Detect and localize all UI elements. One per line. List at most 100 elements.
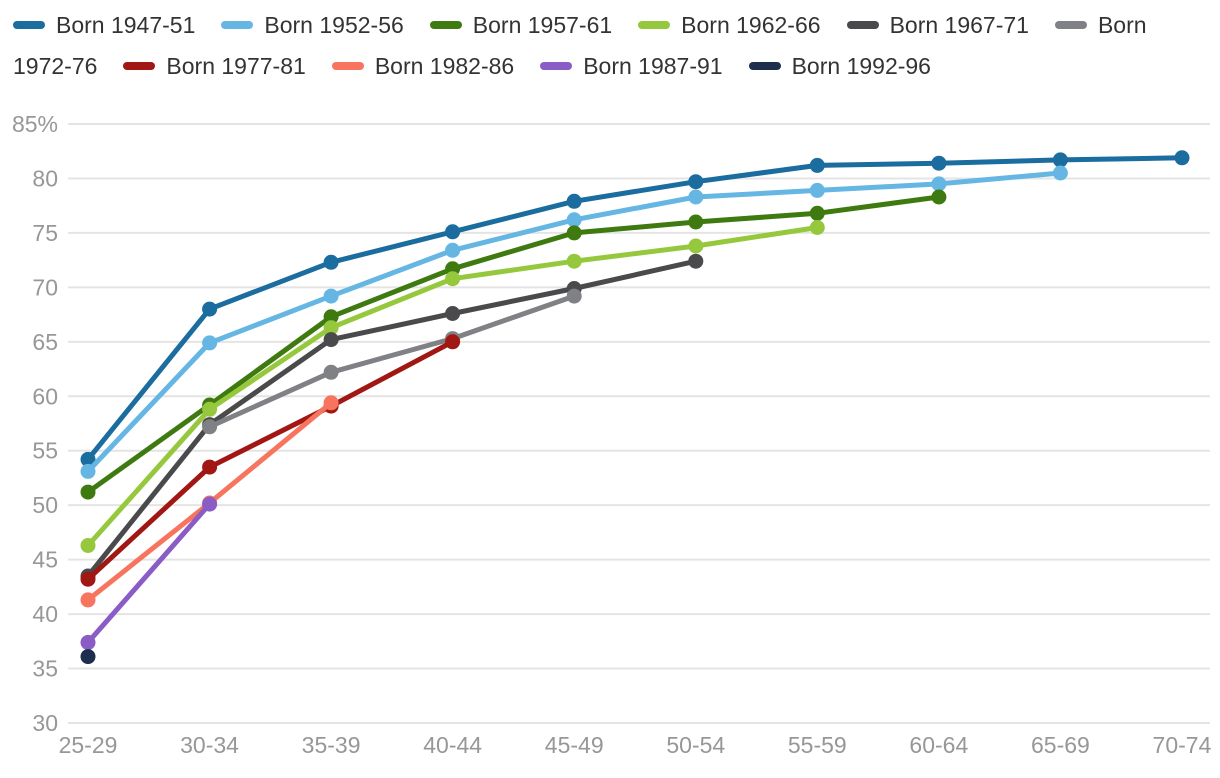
legend-swatch-icon xyxy=(540,62,573,70)
legend-item-label: Born 1982-86 xyxy=(374,53,515,79)
series-line-born-1977-81 xyxy=(85,339,456,582)
data-point-born-1977-81 xyxy=(80,571,96,587)
data-point-born-1977-81 xyxy=(445,334,461,350)
legend-swatch-icon xyxy=(13,21,45,29)
x-tick-label: 40-44 xyxy=(423,732,482,758)
data-point-born-1947-51 xyxy=(566,193,582,209)
data-point-born-1957-61 xyxy=(809,205,825,221)
data-point-born-1962-66 xyxy=(80,538,96,553)
data-point-born-1952-56 xyxy=(566,212,582,228)
data-point-born-1972-76 xyxy=(202,419,218,435)
legend-swatch-icon xyxy=(748,62,781,70)
legend-item-label: Born xyxy=(1097,12,1147,38)
legend-item: Born 1952-56 xyxy=(221,10,404,40)
data-point-born-1962-66 xyxy=(809,220,825,235)
data-point-born-1962-66 xyxy=(202,401,218,417)
legend-item: Born xyxy=(1054,10,1147,40)
data-point-born-1972-76 xyxy=(323,364,339,380)
data-point-born-1972-76 xyxy=(566,288,582,304)
legend-swatch-icon xyxy=(638,21,671,29)
legend-item-label: Born 1957-61 xyxy=(472,12,613,38)
series-line-born-1957-61 xyxy=(85,194,942,495)
legend-swatch-icon xyxy=(123,62,156,70)
data-point-born-1982-86 xyxy=(80,592,96,608)
x-tick-label: 30-34 xyxy=(180,732,239,758)
legend-swatch-icon xyxy=(331,62,364,70)
series-line-born-1987-91 xyxy=(85,501,213,645)
series-line-born-1972-76 xyxy=(207,293,577,430)
legend-item-label: 1972-76 xyxy=(13,53,98,79)
legend-swatch-icon xyxy=(429,21,462,29)
legend: Born 1947-51 Born 1952-56 Born 1957-61 Born… xyxy=(13,10,1213,92)
legend-item: Born 1947-51 xyxy=(13,10,195,40)
data-point-born-1952-56 xyxy=(931,176,947,192)
legend-item: Born 1967-71 xyxy=(846,10,1029,40)
data-point-born-1947-51 xyxy=(445,224,461,240)
y-tick-label: 75 xyxy=(32,220,58,246)
legend-item-label: Born 1967-71 xyxy=(889,12,1029,38)
data-point-born-1947-51 xyxy=(323,254,339,270)
data-point-born-1947-51 xyxy=(202,301,218,317)
x-tick-label: 65-69 xyxy=(1031,732,1090,758)
x-tick-label: 55-59 xyxy=(788,732,847,758)
data-point-born-1947-51 xyxy=(80,451,96,467)
legend-swatch-icon xyxy=(1054,21,1087,29)
x-tick-label: 70-74 xyxy=(1153,732,1212,758)
series-line-born-1967-71 xyxy=(85,258,699,579)
series-line-born-1947-51 xyxy=(85,155,1185,462)
data-point-born-1957-61 xyxy=(323,309,339,325)
legend-item: Born 1982-86 xyxy=(331,51,515,81)
data-point-born-1947-51 xyxy=(809,157,825,173)
legend-item-label: Born 1977-81 xyxy=(166,53,306,79)
y-tick-label: 45 xyxy=(32,547,58,573)
legend-item-label: Born 1947-51 xyxy=(56,12,196,38)
legend-item-label: Born 1987-91 xyxy=(583,53,723,79)
data-point-born-1962-66 xyxy=(323,320,339,336)
data-point-born-1967-71 xyxy=(445,306,461,321)
data-point-born-1987-91 xyxy=(202,496,218,512)
y-tick-label: 35 xyxy=(32,656,58,682)
data-point-born-1992-96 xyxy=(80,649,96,665)
y-tick-label: 65 xyxy=(32,329,58,355)
data-point-born-1952-56 xyxy=(809,182,825,198)
legend-swatch-icon xyxy=(846,21,879,29)
x-tick-label: 60-64 xyxy=(909,732,968,758)
data-point-born-1977-81 xyxy=(202,459,218,475)
data-point-born-1952-56 xyxy=(202,335,218,351)
data-point-born-1952-56 xyxy=(1052,165,1068,181)
data-point-born-1957-61 xyxy=(80,484,96,500)
y-tick-label: 85% xyxy=(12,111,58,137)
x-tick-label: 45-49 xyxy=(545,732,604,758)
data-point-born-1982-86 xyxy=(323,395,339,411)
data-point-born-1952-56 xyxy=(688,189,704,205)
data-point-born-1957-61 xyxy=(688,214,704,230)
data-point-born-1952-56 xyxy=(80,463,96,479)
legend-row-2: 1972-76 Born 1977-81 Born 1982-86 Born 1987… xyxy=(13,51,1213,81)
legend-item: Born 1977-81 xyxy=(123,51,306,81)
y-tick-label: 30 xyxy=(32,710,58,736)
legend-item: Born 1992-96 xyxy=(748,51,931,81)
y-tick-label: 40 xyxy=(32,601,58,627)
legend-item: Born 1962-66 xyxy=(638,10,821,40)
data-point-born-1957-61 xyxy=(931,189,947,205)
y-tick-label: 55 xyxy=(32,438,58,464)
data-point-born-1947-51 xyxy=(1174,150,1190,166)
legend-row-1: Born 1947-51 Born 1952-56 Born 1957-61 Born… xyxy=(13,10,1213,40)
data-point-born-1947-51 xyxy=(688,174,704,190)
data-point-born-1957-61 xyxy=(566,225,582,241)
data-point-born-1987-91 xyxy=(80,634,96,650)
y-tick-label: 80 xyxy=(32,165,58,191)
data-point-born-1952-56 xyxy=(323,288,339,304)
legend-item-label: Born 1992-96 xyxy=(791,53,931,79)
data-point-born-1947-51 xyxy=(1052,152,1068,168)
legend-item: 1972-76 xyxy=(13,51,97,81)
legend-item-label: Born 1962-66 xyxy=(681,12,821,38)
legend-item: Born 1987-91 xyxy=(540,51,723,81)
legend-item-label: Born 1952-56 xyxy=(264,12,404,38)
y-tick-label: 50 xyxy=(32,492,58,518)
data-point-born-1967-71 xyxy=(688,253,704,269)
data-point-born-1962-66 xyxy=(688,238,704,254)
data-point-born-1947-51 xyxy=(931,155,947,171)
